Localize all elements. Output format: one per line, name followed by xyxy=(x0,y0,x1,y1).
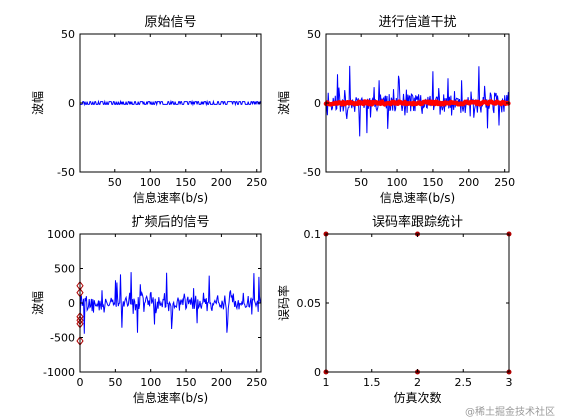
x-tick-label: 250 xyxy=(246,376,267,389)
y-tick-label: -50 xyxy=(303,166,321,179)
y-axis-label: 误码率 xyxy=(276,285,291,321)
y-tick-label: 0.1 xyxy=(304,228,322,241)
x-axis-label: 信息速率(b/s) xyxy=(133,190,208,205)
x-axis-label: 信息速率(b/s) xyxy=(133,390,208,405)
x-tick-label: 200 xyxy=(211,376,232,389)
y-tick-label: 0.05 xyxy=(297,297,322,310)
y-tick-label: -1000 xyxy=(43,366,75,379)
y-tick-label: 500 xyxy=(54,263,75,276)
x-tick-label: 1 xyxy=(323,376,330,389)
y-tick-label: 50 xyxy=(307,28,321,41)
chart-title: 扩频后的信号 xyxy=(131,214,209,230)
x-tick-label: 250 xyxy=(246,176,267,189)
x-tick-label: 50 xyxy=(108,176,122,189)
y-tick-label: 0 xyxy=(68,297,75,310)
x-tick-label: 100 xyxy=(140,176,161,189)
x-tick-label: 2.5 xyxy=(455,376,473,389)
y-tick-label: -500 xyxy=(50,332,75,345)
x-tick-label: 150 xyxy=(175,176,196,189)
y-tick-label: 0 xyxy=(68,97,75,110)
y-axis-label: 波幅 xyxy=(276,91,291,115)
watermark: @稀土掘金技术社区 xyxy=(465,407,555,418)
y-tick-label: 0 xyxy=(314,97,321,110)
x-tick-label: 2 xyxy=(414,376,421,389)
x-axis-label: 信息速率(b/s) xyxy=(380,190,455,205)
y-axis-label: 波幅 xyxy=(30,91,45,115)
chart-title: 原始信号 xyxy=(144,15,196,30)
x-tick-label: 0 xyxy=(77,376,84,389)
x-tick-label: 200 xyxy=(211,176,232,189)
y-tick-label: 1000 xyxy=(47,228,75,241)
x-tick-label: 1.5 xyxy=(363,376,381,389)
y-tick-label: -50 xyxy=(57,166,75,179)
x-tick-label: 3 xyxy=(506,376,513,389)
series-line-1-0 xyxy=(325,65,510,137)
x-tick-label: 250 xyxy=(494,176,515,189)
y-axis-label: 波幅 xyxy=(30,291,45,315)
x-tick-label: 100 xyxy=(140,376,161,389)
series-line-2-0 xyxy=(79,272,262,334)
x-tick-label: 50 xyxy=(108,376,122,389)
chart-title: 误码率跟踪统计 xyxy=(372,214,463,230)
x-tick-label: 100 xyxy=(387,176,408,189)
x-tick-label: 50 xyxy=(354,176,368,189)
x-tick-label: 150 xyxy=(422,176,443,189)
y-tick-label: 0 xyxy=(314,366,321,379)
x-axis-label: 仿真次数 xyxy=(393,390,441,405)
chart-title: 进行信道干扰 xyxy=(378,15,456,30)
y-tick-label: 50 xyxy=(61,28,75,41)
series-line-0-0 xyxy=(80,99,261,107)
plot-area-3 xyxy=(325,233,510,373)
x-tick-label: 150 xyxy=(176,376,197,389)
x-tick-label: 200 xyxy=(458,176,479,189)
